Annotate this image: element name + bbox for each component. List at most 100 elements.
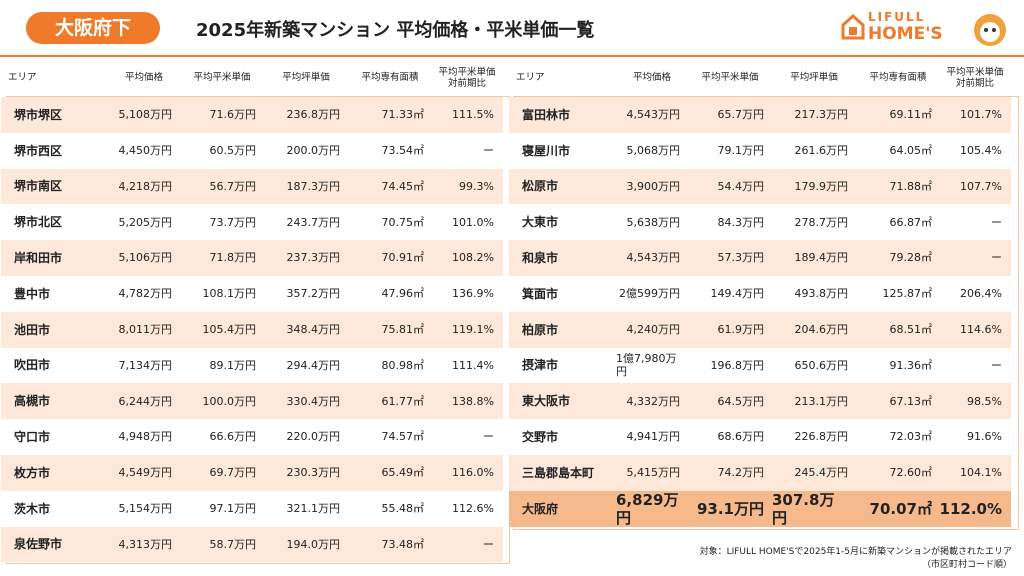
value-cell: 4,543万円 (626, 251, 681, 265)
column-header: 平均平米単価 対前期比 (438, 66, 496, 89)
value-cell: 71.6万円 (209, 108, 257, 122)
column-header: 平均専有面積 (361, 72, 419, 84)
area-name: 池田市 (14, 322, 51, 337)
value-cell: ー (483, 537, 494, 551)
column-header: 平均平米単価 (193, 72, 251, 84)
footnote: 対象：LIFULL HOME'Sで2025年1-5月に新築マンションが掲載された… (699, 547, 1012, 557)
value-cell: 65.49㎡ (381, 466, 425, 480)
value-cell: 206.4% (960, 287, 1002, 301)
value-cell: 194.0万円 (286, 537, 341, 551)
area-name: 豊中市 (14, 286, 51, 301)
value-cell: 226.8万円 (794, 430, 849, 444)
area-name: 大東市 (522, 215, 559, 230)
value-cell: 74.2万円 (717, 466, 765, 480)
value-cell: 73.48㎡ (381, 537, 425, 551)
column-header: 平均平米単価 対前期比 (946, 66, 1004, 89)
value-cell: 5,205万円 (118, 215, 173, 229)
value-cell: 107.7% (960, 179, 1002, 193)
value-cell: 136.9% (452, 287, 494, 301)
value-cell: 93.1万円 (696, 499, 764, 518)
value-cell: 261.6万円 (794, 144, 849, 158)
value-cell: 138.8% (452, 394, 494, 408)
title: 2025年新築マンション 平均価格・平米単価一覧 (196, 20, 595, 41)
value-cell: 70.75㎡ (381, 215, 425, 229)
value-cell: 4,332万円 (626, 394, 681, 408)
area-name: 枚方市 (14, 465, 51, 480)
value-cell: ー (991, 215, 1002, 229)
table-row (509, 204, 1011, 241)
value-cell: 4,782万円 (118, 287, 173, 301)
area-name: 富田林市 (522, 107, 571, 122)
value-cell: 91.36㎡ (889, 358, 933, 372)
value-cell: 65.7万円 (717, 108, 765, 122)
value-cell: 79.1万円 (717, 144, 765, 158)
table-row (509, 240, 1011, 276)
value-cell: 220.0万円 (286, 430, 341, 444)
value-cell: 84.3万円 (717, 215, 765, 229)
value-cell: 99.3% (459, 179, 494, 193)
table-row (1, 132, 503, 169)
column-header: 平均坪単価 (790, 72, 838, 84)
table-row (1, 311, 503, 348)
table-row (1, 168, 503, 205)
column-header: エリア (516, 72, 545, 84)
area-name: 守口市 (14, 429, 51, 444)
value-cell: 119.1% (452, 323, 494, 337)
table-row (1, 204, 503, 241)
value-cell: 68.6万円 (717, 430, 765, 444)
value-cell: 237.3万円 (286, 251, 341, 265)
value-cell: 3,900万円 (626, 179, 681, 193)
value-cell: 71.88㎡ (889, 179, 933, 193)
value-cell: 6,829万円 (616, 490, 679, 527)
value-cell: 294.4万円 (286, 358, 341, 372)
area-name: 箕面市 (522, 286, 559, 301)
value-cell: 4,549万円 (118, 466, 173, 480)
value-cell: 105.4万円 (202, 323, 257, 337)
value-cell: 7,134万円 (118, 358, 173, 372)
value-cell: 5,106万円 (118, 251, 173, 265)
value-cell: 58.7万円 (209, 537, 257, 551)
value-cell: 75.81㎡ (381, 323, 425, 337)
table-row (1, 419, 503, 455)
value-cell: 204.6万円 (794, 323, 849, 337)
table-row (509, 168, 1011, 205)
table-row (1, 240, 503, 276)
column-header: 平均平米単価 (701, 72, 759, 84)
area-name: 堺市西区 (14, 143, 63, 158)
area-name: 泉佐野市 (14, 537, 63, 552)
table-row (509, 97, 1011, 133)
value-cell: 74.45㎡ (381, 179, 425, 193)
value-cell: 57.3万円 (717, 251, 765, 265)
value-cell: 71.33㎡ (381, 108, 425, 122)
value-cell: 66.6万円 (209, 430, 257, 444)
value-cell: 105.4% (960, 144, 1002, 158)
area-name: 堺市南区 (14, 179, 63, 194)
value-cell: 650.6万円 (794, 358, 849, 372)
table-row (509, 347, 1011, 384)
value-cell: 61.77㎡ (381, 394, 425, 408)
value-cell: 4,240万円 (626, 323, 681, 337)
area-name: 寝屋川市 (522, 143, 571, 158)
table-row (1, 97, 503, 133)
value-cell: 189.4万円 (794, 251, 849, 265)
value-cell: 69.7万円 (209, 466, 257, 480)
area-name: 高槻市 (14, 394, 51, 409)
value-cell: 74.57㎡ (381, 430, 425, 444)
value-cell: 72.03㎡ (889, 430, 933, 444)
value-cell: 5,638万円 (626, 215, 681, 229)
table-row (1, 490, 503, 527)
value-cell: 4,218万円 (118, 179, 173, 193)
logo-icon (841, 13, 865, 40)
area-name: 三島郡島本町 (522, 465, 595, 480)
value-cell: 69.11㎡ (889, 108, 933, 122)
table-row (1, 383, 503, 420)
value-cell: 114.6% (960, 323, 1002, 337)
table-row (509, 383, 1011, 420)
value-cell: 5,154万円 (118, 502, 173, 516)
table-row (509, 419, 1011, 455)
value-cell: 111.5% (452, 108, 494, 122)
area-name: 大阪府 (522, 501, 559, 516)
value-cell: 321.1万円 (286, 502, 341, 516)
value-cell: 60.5万円 (209, 144, 257, 158)
value-cell: 66.87㎡ (889, 215, 933, 229)
